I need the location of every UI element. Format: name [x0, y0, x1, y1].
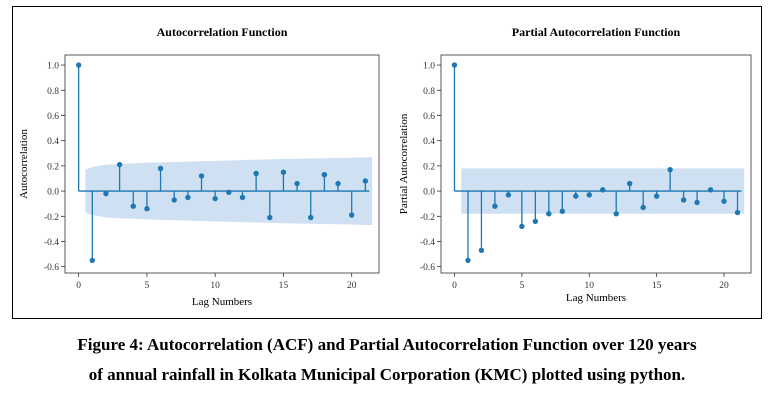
stem-marker	[532, 218, 539, 225]
stem-marker	[505, 192, 512, 198]
stem-marker	[573, 193, 579, 199]
stem-marker	[185, 194, 191, 201]
stem-marker	[308, 214, 314, 221]
x-tick-label: 15	[652, 281, 662, 291]
x-tick-label: 10	[210, 281, 220, 291]
y-tick-label: -0.2	[44, 213, 59, 223]
stem-marker	[103, 190, 109, 197]
stem-marker	[75, 62, 82, 68]
acf-chart: Autocorrelation Function 0 5 10 15 20 -0.6 -0.4…	[18, 25, 380, 308]
plot-frame	[440, 54, 752, 274]
stem-marker	[492, 203, 498, 209]
stem-marker	[157, 165, 164, 172]
y-tick-label: 0.4	[423, 137, 435, 147]
stem-marker	[89, 257, 96, 264]
y-tick-label: 0.0	[423, 188, 435, 198]
y-tick-label: -0.6	[420, 263, 435, 273]
y-tick-label: -0.4	[44, 238, 59, 248]
plot-frame	[64, 54, 380, 274]
stem-marker	[465, 257, 471, 264]
stem-marker	[335, 180, 341, 187]
y-axis-label: Partial Autocorrelation	[398, 113, 410, 214]
stem-marker	[226, 189, 232, 196]
caption-line-2: of annual rainfall in Kolkata Municipal …	[88, 365, 686, 384]
x-tick-label: 20	[347, 281, 357, 291]
stem-marker	[653, 193, 660, 199]
stem-marker	[694, 199, 700, 206]
stem-marker	[546, 211, 552, 217]
chart-canvas: Autocorrelation Function 0 5 10 15 20 -0.6 -0.4…	[18, 25, 752, 308]
stem-marker	[239, 194, 246, 201]
chart-title: Autocorrelation Function	[157, 25, 288, 39]
stem-marker	[586, 192, 592, 198]
y-tick-label: -0.2	[420, 213, 435, 223]
y-axis-label: Autocorrelation	[18, 129, 30, 199]
x-tick-label: 15	[279, 281, 289, 291]
stem-marker	[144, 206, 150, 212]
x-tick-label: 0	[76, 281, 81, 291]
stem-marker	[280, 169, 287, 175]
stem-marker	[348, 212, 355, 218]
x-tick-label: 5	[145, 281, 150, 291]
figure-caption: Figure 4: Autocorrelation (ACF) and Part…	[0, 330, 774, 390]
stem-marker	[198, 173, 205, 179]
y-tick-label: 0.8	[423, 87, 435, 97]
x-tick-label: 5	[519, 281, 524, 291]
x-tick-label: 0	[452, 281, 457, 291]
stem-marker	[519, 223, 525, 230]
y-tick-label: 0.4	[47, 137, 59, 147]
stem-marker	[451, 62, 458, 68]
stem-marker	[559, 208, 566, 214]
stem-marker	[721, 198, 727, 204]
stem-marker	[667, 166, 673, 173]
y-tick-label: 0.0	[47, 188, 59, 198]
y-tick-label: -0.4	[420, 238, 435, 248]
chart-title: Partial Autocorrelation Function	[512, 25, 681, 39]
stem-marker	[707, 187, 714, 193]
y-tick-label: 1.0	[47, 62, 59, 72]
y-tick-label: 0.6	[47, 112, 59, 122]
x-tick-label: 20	[719, 281, 729, 291]
stem-marker	[600, 187, 606, 193]
stem-marker	[171, 197, 177, 203]
y-tick-label: 0.2	[423, 162, 435, 172]
y-tick-label: 0.8	[47, 87, 59, 97]
y-tick-label: -0.6	[44, 263, 59, 273]
stem-marker	[478, 247, 485, 254]
y-tick-label: 0.6	[423, 112, 435, 122]
y-tick-label: 1.0	[423, 62, 435, 72]
stem-marker	[212, 195, 218, 202]
stem-marker	[321, 172, 328, 178]
x-tick-label: 10	[585, 281, 595, 291]
stem-marker	[626, 180, 633, 187]
pacf-chart: Partial Autocorrelation Function 0 5 10 15 20…	[398, 25, 752, 304]
x-axis-label: Lag Numbers	[192, 296, 252, 308]
stem-marker	[680, 197, 687, 203]
caption-line-1: Figure 4: Autocorrelation (ACF) and Part…	[77, 335, 697, 354]
stem-marker	[613, 211, 619, 217]
stem-marker	[267, 214, 273, 221]
stem-marker	[130, 203, 136, 209]
x-axis-label: Lag Numbers	[566, 292, 626, 304]
stem-marker	[362, 178, 369, 184]
stem-marker	[640, 204, 646, 211]
stem-marker	[116, 161, 123, 168]
figure-panel: Autocorrelation Function 0 5 10 15 20 -0.6 -0.4…	[12, 6, 762, 319]
stem-marker	[734, 209, 741, 216]
stem-marker	[253, 170, 259, 177]
y-tick-label: 0.2	[47, 162, 59, 172]
stem-marker	[294, 180, 300, 187]
